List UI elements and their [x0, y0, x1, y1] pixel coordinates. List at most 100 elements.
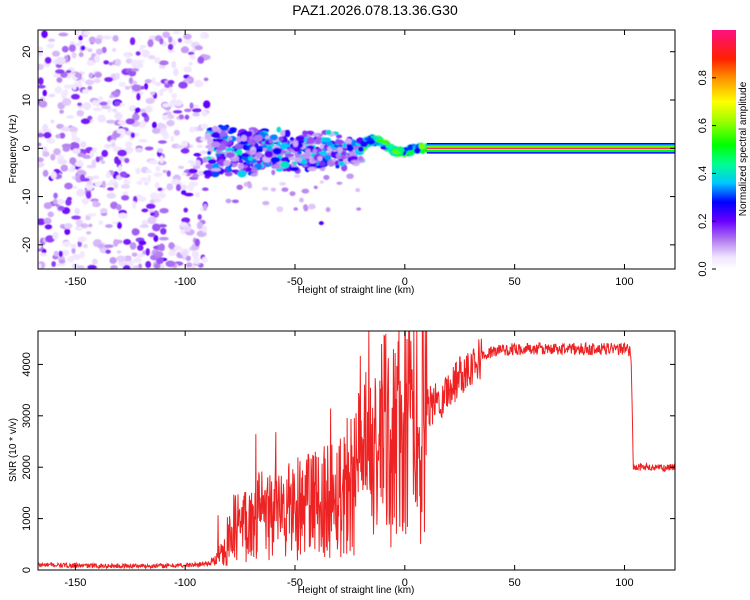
signal-outlier-blob [247, 182, 253, 189]
spectrogram-tone [426, 142, 675, 154]
signal-blob [280, 161, 290, 169]
spectrogram-y-tick-label: -10 [21, 189, 33, 205]
noise-blob [139, 44, 147, 49]
signal-blob [335, 139, 344, 145]
noise-blob [123, 180, 131, 185]
signal-outlier-blob [319, 180, 324, 184]
snr-series-line [38, 331, 675, 570]
noise-blob [82, 102, 92, 111]
noise-blob [59, 109, 64, 114]
noise-blob [84, 79, 94, 86]
noise-blob [201, 256, 208, 264]
signal-blob [295, 135, 305, 142]
noise-blob [183, 78, 191, 83]
noise-blob [172, 30, 181, 35]
noise-blob [38, 77, 44, 85]
signal-blob [351, 140, 356, 147]
noise-blob [153, 172, 163, 177]
noise-blob [106, 182, 114, 186]
signal-outlier-blob [301, 188, 310, 194]
noise-blob [90, 198, 99, 203]
signal-blob [241, 152, 250, 158]
signal-blob [319, 143, 324, 149]
noise-blob [136, 92, 141, 101]
signal-blob [284, 129, 291, 138]
noise-blob [158, 192, 166, 199]
noise-blob [107, 187, 115, 191]
signal-outlier-blob [308, 203, 316, 210]
noise-blob [100, 160, 106, 165]
noise-blob [71, 130, 77, 138]
noise-blob [116, 255, 126, 262]
noise-blob [197, 214, 202, 220]
noise-blob [53, 192, 58, 199]
spectrogram-x-tick-label: -150 [64, 276, 86, 288]
noise-blob [118, 164, 123, 172]
noise-blob [85, 191, 92, 199]
noise-blob [136, 253, 145, 258]
noise-blob [130, 68, 140, 72]
noise-blob [131, 252, 138, 257]
noise-blob [106, 119, 116, 124]
signal-outlier-blob [323, 174, 330, 181]
noise-blob [92, 200, 97, 207]
signal-blob [280, 129, 286, 137]
noise-blob [192, 165, 201, 170]
signal-blob [242, 144, 249, 150]
signal-outlier-blob [336, 181, 343, 185]
noise-blob [99, 208, 108, 214]
signal-blob [237, 163, 245, 170]
noise-blob [147, 216, 157, 225]
noise-blob [58, 32, 69, 37]
signal-blob [264, 150, 273, 158]
noise-blob [158, 243, 165, 252]
signal-outlier-blob [299, 197, 304, 203]
noise-blob [80, 45, 86, 51]
noise-blob [97, 242, 104, 249]
noise-blob [184, 192, 194, 197]
noise-blob [38, 161, 45, 168]
signal-outlier-blob [236, 184, 243, 190]
signal-blob [302, 130, 308, 136]
signal-blob [288, 156, 297, 161]
noise-blob [159, 208, 169, 214]
signal-blob [289, 137, 295, 141]
signal-outlier-blob [289, 191, 296, 197]
signal-blob [238, 159, 244, 164]
noise-blob [94, 181, 102, 187]
snr-y-tick-label: 2000 [21, 455, 33, 479]
noise-blob [101, 149, 109, 157]
noise-blob [73, 185, 78, 190]
noise-blob [94, 71, 102, 78]
noise-blob [52, 50, 61, 57]
noise-blob [184, 108, 192, 113]
noise-blob [92, 147, 97, 153]
signal-outlier-blob [313, 185, 318, 190]
noise-blob [167, 43, 174, 51]
noise-blob [93, 78, 101, 84]
noise-blob [38, 52, 44, 57]
noise-blob [62, 98, 72, 106]
signal-blob [312, 148, 318, 154]
signal-blob [300, 158, 308, 165]
noise-blob [124, 85, 131, 90]
snr-y-label: SNR (10 * v/v) [8, 418, 19, 482]
signal-blob [335, 164, 340, 169]
noise-blob [181, 217, 191, 224]
noise-blob [145, 248, 150, 256]
noise-blob [48, 93, 56, 98]
noise-blob [183, 39, 193, 44]
noise-blob [136, 180, 143, 186]
noise-blob [162, 103, 170, 108]
noise-blob [78, 52, 84, 58]
signal-blob [315, 137, 322, 145]
spectrogram-y-label: Frequency (Hz) [8, 115, 19, 184]
noise-blob [185, 262, 193, 268]
colorbar-ticks: 0.0 0.2 0.4 0.6 0.8 [697, 70, 716, 277]
noise-blob [177, 38, 182, 43]
noise-blob [77, 152, 85, 158]
noise-blob [80, 118, 91, 125]
noise-blob [175, 144, 183, 149]
noise-blob [168, 86, 173, 94]
noise-blob [110, 264, 118, 269]
